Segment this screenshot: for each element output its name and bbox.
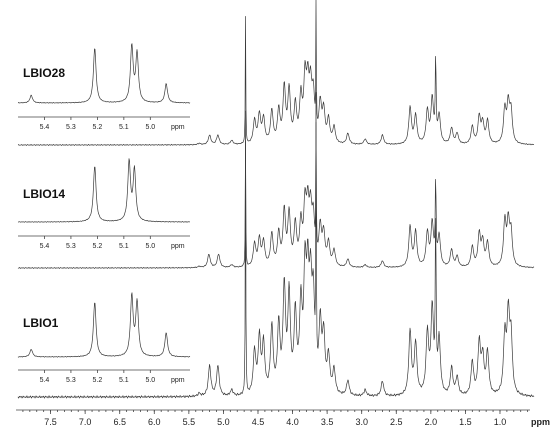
main-tick-label: 2.0 (425, 417, 438, 427)
main-tick-label: 3.5 (321, 417, 334, 427)
inset-tick-label: 5.3 (66, 124, 76, 131)
main-tick-label: 1.5 (459, 417, 472, 427)
main-tick-label: 6.5 (113, 417, 126, 427)
main-tick-label: 4.0 (286, 417, 299, 427)
sample-label: LBIO1 (23, 316, 59, 330)
main-tick-label: 6.0 (148, 417, 161, 427)
inset-line-LBIO28 (17, 43, 191, 104)
inset-tick-label: 5.1 (119, 377, 129, 384)
main-tick-label: 7.5 (44, 417, 57, 427)
main-tick-label: 4.5 (252, 417, 265, 427)
inset-tick-label: 5.3 (66, 243, 76, 250)
main-tick-label: 5.0 (217, 417, 230, 427)
inset-tick-label: 5.3 (66, 377, 76, 384)
spectra-layer (17, 0, 535, 399)
inset-axis-unit: ppm (171, 243, 185, 250)
inset-line-LBIO1 (17, 292, 191, 358)
sample-labels-layer: LBIO28 LBIO14 LBIO1 (23, 66, 65, 330)
inset-tick-label: 5.2 (93, 243, 103, 250)
main-tick-label: 1.0 (494, 417, 507, 427)
sample-label: LBIO14 (23, 187, 65, 201)
inset-tick-label: 5.4 (40, 124, 50, 131)
inset-tick-label: 5.0 (145, 377, 155, 384)
main-axis-unit: ppm (531, 417, 550, 427)
inset-axis-unit: ppm (171, 377, 185, 384)
spectrum-line-LBIO1 (17, 91, 535, 399)
main-tick-label: 7.0 (79, 417, 92, 427)
inset-tick-label: 5.2 (93, 377, 103, 384)
main-tick-label: 3.0 (355, 417, 368, 427)
inset-tick-label: 5.2 (93, 124, 103, 131)
main-tick-label: 5.5 (183, 417, 196, 427)
inset-tick-label: 5.1 (119, 243, 129, 250)
insets-layer: 5.4 5.3 5.2 5.1 5.0 ppm 5.4 5.3 5.2 5.1 5.0 ppm 5.4 5… (17, 43, 191, 384)
inset-tick-label: 5.0 (145, 124, 155, 131)
spectrum-line-LBIO14 (17, 122, 535, 269)
main-tick-label: 2.5 (390, 417, 403, 427)
main-x-axis: 7.5 7.0 6.5 6.0 5.5 5.0 4.5 4.0 3.5 3.0 2.5 2.0 1.5 1… (16, 409, 550, 427)
spectrum-line-LBIO28 (17, 0, 535, 146)
inset-tick-label: 5.4 (40, 377, 50, 384)
inset-tick-label: 5.0 (145, 243, 155, 250)
inset-tick-label: 5.1 (119, 124, 129, 131)
sample-label: LBIO28 (23, 66, 65, 80)
inset-line-LBIO14 (17, 158, 190, 223)
inset-axis-unit: ppm (171, 124, 185, 131)
inset-tick-label: 5.4 (40, 243, 50, 250)
